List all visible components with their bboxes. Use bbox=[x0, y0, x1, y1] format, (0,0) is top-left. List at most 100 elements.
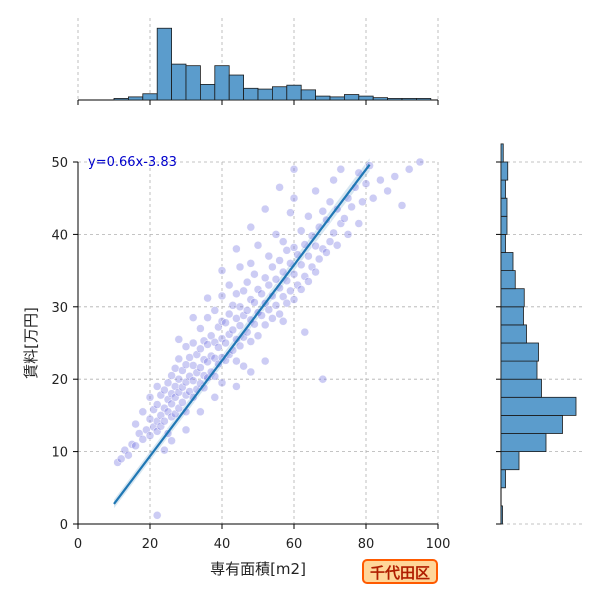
scatter-point bbox=[174, 387, 184, 397]
scatter-point bbox=[282, 298, 292, 308]
right-histogram-bar bbox=[500, 233, 506, 253]
scatter-point bbox=[167, 399, 176, 409]
scatter-point bbox=[325, 197, 335, 207]
scatter-point bbox=[235, 341, 245, 351]
scatter-point bbox=[343, 230, 353, 239]
y-tick-label: 30 bbox=[51, 301, 68, 316]
right-histogram-bar bbox=[500, 360, 538, 380]
scatter-point bbox=[275, 256, 284, 265]
right-histogram-bar bbox=[500, 414, 563, 434]
scatter-point bbox=[368, 193, 378, 203]
scatter-point bbox=[167, 371, 176, 380]
scatter-point bbox=[286, 208, 295, 217]
scatter-point bbox=[361, 179, 371, 188]
scatter-point bbox=[196, 324, 205, 333]
scatter-point bbox=[278, 292, 288, 301]
scatter-point bbox=[300, 272, 310, 281]
scatter-point bbox=[196, 407, 205, 417]
top-histogram-bar bbox=[243, 87, 259, 101]
top-histogram-bar bbox=[113, 98, 129, 101]
scatter-point bbox=[210, 393, 220, 402]
scatter-point bbox=[278, 237, 288, 246]
scatter-point bbox=[264, 251, 274, 261]
scatter-point bbox=[217, 334, 227, 343]
right-histogram-bar bbox=[500, 433, 547, 453]
scatter-point bbox=[239, 286, 248, 296]
scatter-point bbox=[242, 277, 252, 287]
scatter-point bbox=[156, 422, 166, 431]
right-histogram-bar bbox=[500, 179, 506, 199]
top-histogram-bar bbox=[372, 97, 389, 101]
top-histogram-bar bbox=[387, 98, 403, 101]
scatter-point bbox=[228, 325, 238, 335]
scatter-point bbox=[188, 313, 198, 322]
y-tick-label: 50 bbox=[51, 156, 68, 171]
scatter-point bbox=[311, 186, 320, 196]
x-tick-label: 60 bbox=[286, 537, 303, 552]
scatter-point bbox=[152, 400, 162, 409]
scatter-point bbox=[221, 338, 230, 348]
scatter-point bbox=[138, 435, 148, 444]
scatter-point bbox=[296, 285, 306, 294]
right-histogram-bar bbox=[500, 324, 527, 344]
scatter-point bbox=[152, 511, 162, 520]
scatter-point bbox=[214, 343, 223, 352]
scatter-point bbox=[160, 416, 169, 426]
scatter-point bbox=[224, 280, 234, 290]
scatter-point bbox=[271, 230, 281, 239]
x-axis-title: 専有面積[m2] bbox=[210, 560, 306, 578]
top-histogram-bar bbox=[415, 98, 432, 101]
right-marginal-histogram bbox=[500, 143, 577, 525]
scatter-point bbox=[188, 361, 198, 370]
scatter-point bbox=[124, 450, 133, 460]
scatter-point bbox=[203, 293, 212, 303]
right-histogram-bar bbox=[500, 396, 577, 416]
scatter-point bbox=[224, 330, 234, 339]
scatter-point bbox=[336, 164, 346, 174]
x-axis-ticks: 0 20 40 60 80 100 bbox=[74, 100, 450, 552]
right-histogram-bar bbox=[500, 451, 520, 471]
scatter-point bbox=[199, 336, 209, 346]
scatter-point bbox=[138, 407, 148, 417]
scatter-point bbox=[178, 382, 187, 392]
scatter-point bbox=[278, 267, 288, 277]
scatter-point bbox=[286, 286, 295, 296]
scatter-point bbox=[239, 361, 248, 371]
scatter-point bbox=[203, 340, 212, 349]
scatter-point bbox=[206, 331, 216, 341]
regression-line-group bbox=[113, 164, 371, 505]
scatter-point bbox=[289, 164, 299, 174]
scatter-point bbox=[260, 273, 270, 283]
top-histogram-bar bbox=[185, 65, 201, 101]
scatter-point bbox=[246, 337, 256, 346]
scatter-point bbox=[232, 356, 241, 366]
scatter-point bbox=[257, 311, 266, 320]
scatter-point bbox=[156, 390, 166, 400]
right-histogram-bar bbox=[500, 252, 514, 272]
scatter-point bbox=[260, 356, 270, 366]
scatter-point bbox=[152, 427, 162, 436]
scatter-point bbox=[314, 254, 324, 264]
scatter-point bbox=[235, 302, 245, 312]
scatter-point bbox=[289, 295, 299, 304]
scatter-point bbox=[358, 197, 367, 207]
scatter-point bbox=[318, 244, 328, 254]
scatter-point bbox=[174, 354, 184, 364]
top-histogram-bar bbox=[199, 84, 216, 101]
scatter-point bbox=[246, 367, 256, 377]
top-histogram-bar bbox=[358, 95, 374, 101]
scatter-point bbox=[163, 407, 173, 417]
scatter-point bbox=[203, 313, 212, 322]
right-histogram-bar bbox=[500, 469, 506, 489]
scatter-point bbox=[174, 335, 184, 344]
y-tick-label: 0 bbox=[60, 518, 68, 533]
scatter-point bbox=[246, 295, 256, 304]
scatter-point bbox=[250, 298, 259, 307]
scatter-point bbox=[354, 219, 364, 228]
scatter-point bbox=[311, 241, 320, 251]
scatter-point bbox=[210, 306, 220, 315]
x-tick-label: 40 bbox=[214, 537, 231, 552]
right-histogram-bar bbox=[500, 197, 508, 217]
scatter-point bbox=[160, 403, 169, 413]
main-axes bbox=[77, 162, 438, 525]
